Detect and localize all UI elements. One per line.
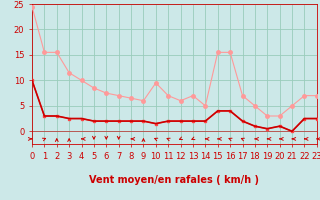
- X-axis label: Vent moyen/en rafales ( km/h ): Vent moyen/en rafales ( km/h ): [89, 175, 260, 185]
